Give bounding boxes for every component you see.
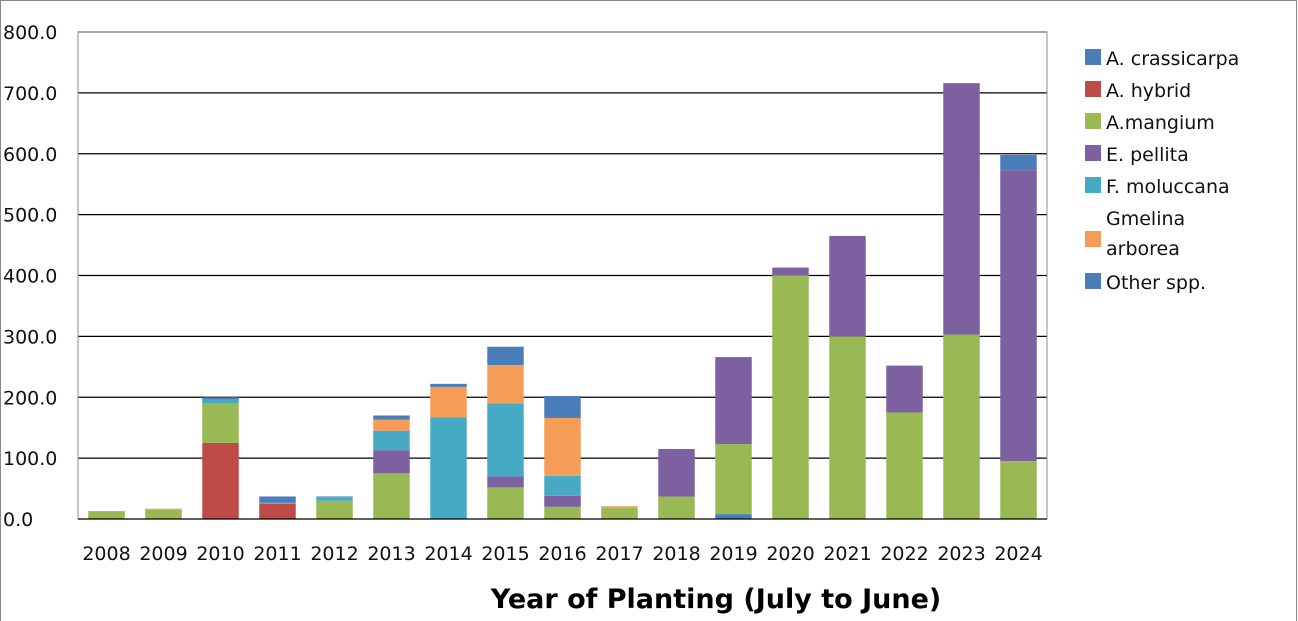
bar-segment	[829, 336, 866, 519]
legend-swatch	[1085, 231, 1101, 247]
x-tick-label: 2021	[823, 543, 871, 565]
bar-segment	[772, 267, 809, 276]
bars	[88, 83, 1037, 519]
legend-label: E. pellita	[1106, 144, 1189, 166]
bar-segment	[544, 396, 581, 418]
x-tick-label: 2013	[367, 543, 415, 565]
x-tick-label: 2010	[196, 543, 244, 565]
legend-label: A.mangium	[1106, 112, 1215, 134]
legend-swatch	[1085, 113, 1101, 129]
x-tick-label: 2019	[709, 543, 757, 565]
bar-segment	[601, 506, 638, 509]
bar-segment	[316, 500, 353, 519]
bar-segment	[544, 475, 581, 496]
x-tick-label: 2015	[481, 543, 529, 565]
y-tick-label: 700.0	[3, 83, 57, 105]
bar-segment	[487, 476, 524, 488]
bar-segment	[658, 448, 695, 497]
y-tick-labels: 0.0 100.0 200.0 300.0 400.0 500.0 600.0 700.0 80…	[3, 22, 57, 531]
bar-segment	[430, 417, 467, 519]
bar-segment	[145, 509, 182, 519]
x-tick-label: 2017	[595, 543, 643, 565]
legend-label: A. crassicarpa	[1106, 48, 1239, 70]
bar-segment	[202, 397, 239, 400]
x-tick-label: 2008	[82, 543, 130, 565]
bar-segment	[544, 506, 581, 519]
bar-segment	[430, 386, 467, 418]
bar-segment	[88, 511, 125, 519]
bar-segment	[145, 508, 182, 510]
bar-segment	[487, 403, 524, 477]
legend-swatch	[1085, 273, 1101, 289]
bar-segment	[487, 487, 524, 519]
legend-swatch	[1085, 177, 1101, 193]
bar-segment	[259, 503, 296, 519]
bar-segment	[772, 275, 809, 519]
bar-segment	[487, 346, 524, 365]
bar-segment	[373, 430, 410, 451]
axes	[77, 31, 1048, 520]
x-tick-label: 2014	[424, 543, 472, 565]
y-tick-label: 200.0	[3, 387, 57, 409]
x-tick-label: 2018	[652, 543, 700, 565]
x-tick-label: 2024	[994, 543, 1042, 565]
bar-segment	[943, 83, 980, 335]
x-tick-label: 2012	[310, 543, 358, 565]
y-tick-label: 500.0	[3, 205, 57, 227]
bar-segment	[943, 334, 980, 519]
bar-segment	[259, 496, 296, 503]
bar-segment	[715, 444, 752, 515]
bar-segment	[1000, 170, 1037, 462]
legend-swatch	[1085, 49, 1101, 65]
bar-segment	[1000, 154, 1037, 171]
legend: A. crassicarpa A. hybrid A.mangium E. pelli…	[1085, 48, 1239, 294]
bar-segment	[601, 508, 638, 519]
x-tick-label: 2011	[253, 543, 301, 565]
legend-swatch	[1085, 81, 1101, 97]
bar-segment	[544, 417, 581, 476]
y-tick-label: 100.0	[3, 448, 57, 470]
y-tick-label: 800.0	[3, 22, 57, 44]
y-tick-label: 600.0	[3, 144, 57, 166]
legend-label: Gmelina arborea	[1106, 208, 1185, 260]
x-tick-label: 2009	[139, 543, 187, 565]
x-tick-label: 2020	[766, 543, 814, 565]
x-tick-label: 2023	[937, 543, 985, 565]
bar-segment	[658, 496, 695, 519]
bar-segment	[202, 403, 239, 443]
x-tick-label: 2016	[538, 543, 586, 565]
bar-segment	[259, 502, 296, 504]
bar-segment	[373, 473, 410, 519]
bar-segment	[487, 364, 524, 404]
bar-segment	[1000, 461, 1037, 519]
bar-segment	[715, 514, 752, 519]
bar-segment	[373, 450, 410, 474]
bar-segment	[886, 412, 923, 519]
x-axis-title: Year of Planting (July to June)	[490, 584, 941, 615]
y-tick-label: 0.0	[3, 509, 33, 531]
x-tick-labels: 2008 2009 2010 2011 2012 2013 2014 2015 2016 2017…	[82, 543, 1042, 565]
bar-segment	[715, 357, 752, 445]
legend-label: A. hybrid	[1106, 80, 1191, 102]
bar-segment	[373, 419, 410, 431]
bar-segment	[316, 497, 353, 501]
bar-segment	[829, 235, 866, 337]
bar-segment	[430, 383, 467, 387]
gridlines	[78, 31, 1047, 459]
bar-segment	[202, 399, 239, 404]
x-tick-label: 2022	[880, 543, 928, 565]
bar-segment	[544, 495, 581, 507]
legend-swatch	[1085, 145, 1101, 161]
bar-segment	[202, 442, 239, 519]
legend-label: F. moluccana	[1106, 176, 1230, 198]
bar-segment	[316, 496, 353, 498]
y-tick-label: 300.0	[3, 326, 57, 348]
legend-label: Other spp.	[1106, 272, 1206, 294]
bar-segment	[373, 415, 410, 420]
y-tick-label: 400.0	[3, 266, 57, 288]
bar-segment	[886, 365, 923, 413]
